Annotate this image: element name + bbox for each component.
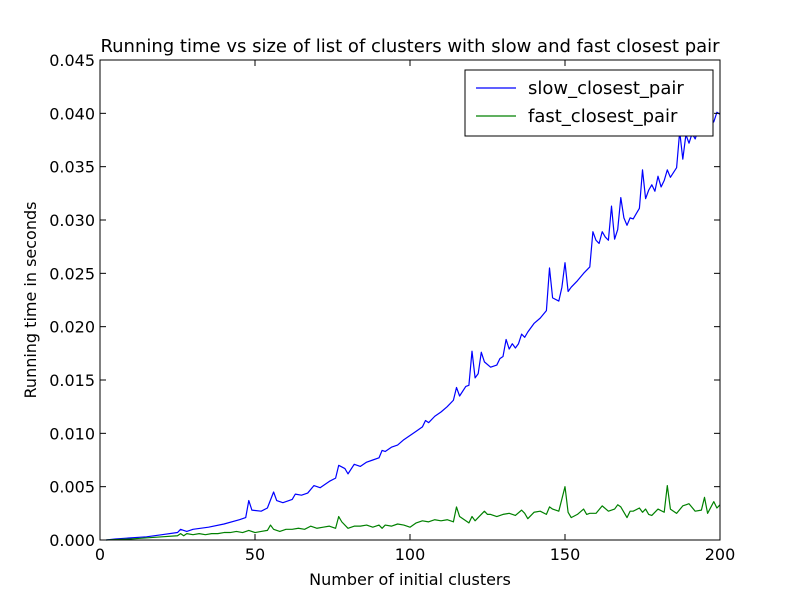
series-layer <box>106 111 721 541</box>
x-tick-label: 200 <box>705 545 736 564</box>
plot-area <box>100 60 720 540</box>
plot-frame <box>99 59 721 541</box>
y-tick-label: 0.010 <box>49 424 95 443</box>
legend-label-slow: slow_closest_pair <box>528 78 684 99</box>
y-tick-label: 0.045 <box>49 51 95 70</box>
y-tick-label: 0.000 <box>49 531 95 550</box>
legend-frame <box>464 69 714 137</box>
y-tick-label: 0.020 <box>49 318 95 337</box>
chart-title: Running time vs size of list of clusters… <box>100 36 720 57</box>
y-tick-label: 0.015 <box>49 371 95 390</box>
y-tick-label: 0.025 <box>49 264 95 283</box>
x-tick-label: 0 <box>95 545 105 564</box>
y-tick-label: 0.005 <box>49 478 95 497</box>
y-tick-label: 0.035 <box>49 158 95 177</box>
legend-label-fast: fast_closest_pair <box>528 106 678 127</box>
series-line-slow-closest-pair <box>106 111 721 541</box>
series-line-fast-closest-pair <box>106 485 721 541</box>
y-tick-label: 0.040 <box>49 104 95 123</box>
x-tick-label: 150 <box>550 545 581 564</box>
legend: slow_closest_pair fast_closest_pair <box>464 69 714 137</box>
x-tick-label: 100 <box>395 545 426 564</box>
y-axis-label: Running time in seconds <box>21 202 40 399</box>
x-tick-label: 50 <box>245 545 265 564</box>
y-tick-label: 0.030 <box>49 211 95 230</box>
tick-layer: 0 50 100 150 200 0.000 0.005 0.010 0.015 0.020 0.0… <box>49 51 735 564</box>
x-axis-label: Number of initial clusters <box>309 570 511 589</box>
